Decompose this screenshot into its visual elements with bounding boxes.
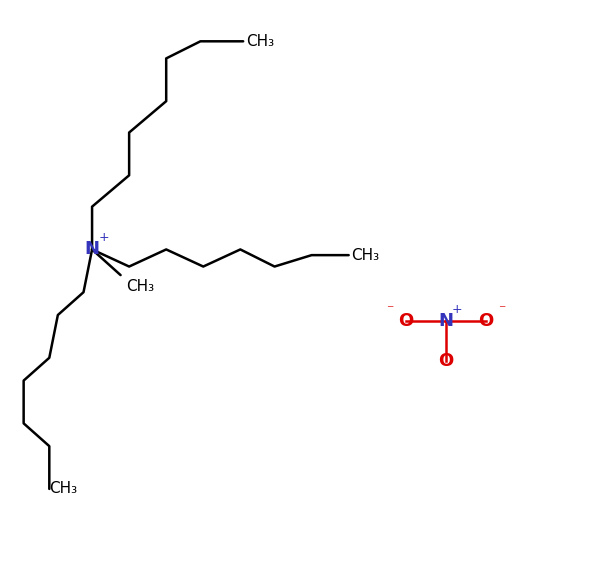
Text: CH₃: CH₃: [352, 248, 380, 262]
Text: O: O: [398, 312, 413, 329]
Text: ⁻: ⁻: [498, 304, 505, 317]
Text: N: N: [438, 312, 453, 329]
Text: ⁻: ⁻: [386, 304, 393, 317]
Text: CH₃: CH₃: [246, 34, 274, 49]
Text: +: +: [99, 231, 110, 244]
Text: O: O: [478, 312, 493, 329]
Text: +: +: [452, 303, 462, 316]
Text: CH₃: CH₃: [126, 279, 154, 294]
Text: O: O: [438, 352, 453, 370]
Text: N: N: [85, 241, 100, 258]
Text: CH₃: CH₃: [49, 481, 77, 496]
